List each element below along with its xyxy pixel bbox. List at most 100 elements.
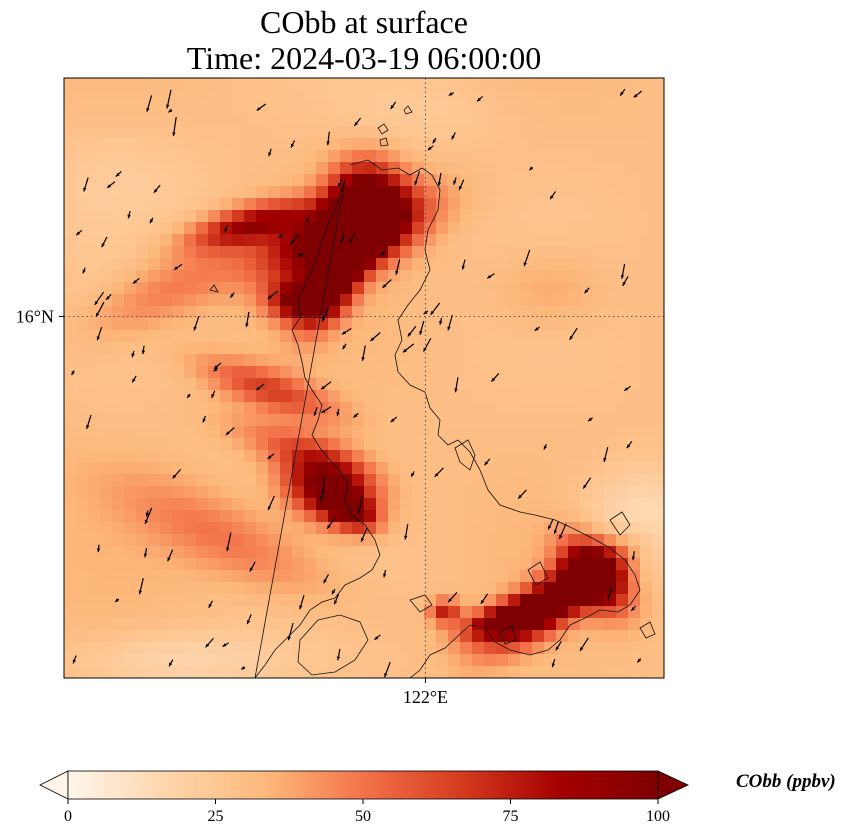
- heatmap-cell: [136, 306, 149, 319]
- heatmap-cell: [436, 150, 449, 163]
- heatmap-cell: [520, 450, 533, 463]
- heatmap-cell: [76, 366, 89, 379]
- heatmap-cell: [448, 606, 461, 619]
- heatmap-cell: [244, 630, 257, 643]
- heatmap-cell: [556, 126, 569, 139]
- heatmap-cell: [364, 618, 377, 631]
- heatmap-cell: [88, 450, 101, 463]
- heatmap-cell: [220, 294, 233, 307]
- heatmap-cell: [100, 534, 113, 547]
- heatmap-cell: [256, 222, 269, 235]
- wind-arrow: [226, 532, 232, 552]
- heatmap-cell: [196, 294, 209, 307]
- heatmap-cell: [388, 486, 401, 499]
- heatmap-cell: [184, 654, 197, 667]
- heatmap-cell: [340, 378, 353, 391]
- heatmap-cell: [364, 342, 377, 355]
- heatmap-cell: [520, 138, 533, 151]
- heatmap-cell: [652, 450, 664, 463]
- heatmap-cell: [244, 90, 257, 103]
- heatmap-cell: [172, 198, 185, 211]
- heatmap-cell: [640, 558, 653, 571]
- heatmap-cell: [304, 114, 317, 127]
- heatmap-cell: [220, 402, 233, 415]
- heatmap-cell: [340, 162, 353, 175]
- heatmap-cell: [484, 186, 497, 199]
- heatmap-cell: [640, 78, 653, 91]
- wind-arrow: [268, 148, 272, 157]
- heatmap-cell: [520, 258, 533, 271]
- heatmap-cell: [496, 534, 509, 547]
- heatmap-cell: [340, 606, 353, 619]
- heatmap-cell: [220, 474, 233, 487]
- heatmap-cell: [64, 390, 77, 403]
- heatmap-cell: [208, 114, 221, 127]
- heatmap-cell: [412, 618, 425, 631]
- heatmap-cell: [148, 198, 161, 211]
- heatmap-cell: [520, 294, 533, 307]
- heatmap-cell: [136, 378, 149, 391]
- heatmap-cell: [448, 510, 461, 523]
- heatmap-cell: [256, 522, 269, 535]
- heatmap-cell: [400, 462, 413, 475]
- wind-arrow: [490, 373, 500, 383]
- heatmap-cell: [292, 114, 305, 127]
- heatmap-cell: [172, 246, 185, 259]
- heatmap-cell: [232, 234, 245, 247]
- heatmap-cell: [304, 90, 317, 103]
- heatmap-cell: [652, 594, 664, 607]
- heatmap-cell: [436, 186, 449, 199]
- heatmap-cell: [88, 534, 101, 547]
- heatmap-cell: [196, 126, 209, 139]
- heatmap-cell: [532, 450, 545, 463]
- heatmap-cell: [604, 582, 617, 595]
- heatmap-cell: [88, 606, 101, 619]
- heatmap-cell: [160, 558, 173, 571]
- heatmap-cell: [544, 234, 557, 247]
- heatmap-cell: [184, 402, 197, 415]
- heatmap-cell: [436, 510, 449, 523]
- heatmap-cell: [124, 138, 137, 151]
- heatmap-cell: [112, 630, 125, 643]
- heatmap-cell: [100, 522, 113, 535]
- heatmap-cell: [520, 78, 533, 91]
- heatmap-cell: [136, 630, 149, 643]
- heatmap-cell: [436, 138, 449, 151]
- heatmap-cell: [172, 486, 185, 499]
- heatmap-cell: [112, 150, 125, 163]
- heatmap-cell: [400, 558, 413, 571]
- heatmap-cell: [208, 210, 221, 223]
- heatmap-cell: [220, 138, 233, 151]
- heatmap-cell: [652, 438, 664, 451]
- heatmap-cell: [508, 570, 521, 583]
- heatmap-cell: [64, 426, 77, 439]
- heatmap-cell: [640, 498, 653, 511]
- heatmap-cell: [184, 438, 197, 451]
- heatmap-cell: [136, 666, 149, 678]
- heatmap-cell: [208, 666, 221, 678]
- heatmap-cell: [268, 102, 281, 115]
- heatmap-cell: [268, 246, 281, 259]
- heatmap-cell: [124, 330, 137, 343]
- heatmap-cell: [208, 582, 221, 595]
- heatmap-cell: [232, 282, 245, 295]
- heatmap-cell: [472, 150, 485, 163]
- heatmap-cell: [484, 126, 497, 139]
- heatmap-cell: [64, 210, 77, 223]
- heatmap-cell: [556, 546, 569, 559]
- heatmap-cell: [616, 246, 629, 259]
- heatmap-cell: [652, 294, 664, 307]
- heatmap-cell: [484, 378, 497, 391]
- heatmap-cell: [112, 654, 125, 667]
- heatmap-cell: [376, 642, 389, 655]
- heatmap-cell: [304, 222, 317, 235]
- wind-arrow: [382, 279, 392, 289]
- heatmap-cell: [256, 606, 269, 619]
- heatmap-cell: [544, 534, 557, 547]
- heatmap-cell: [424, 594, 437, 607]
- heatmap-cell: [460, 294, 473, 307]
- heatmap-cell: [364, 174, 377, 187]
- heatmap-cell: [652, 138, 664, 151]
- heatmap-cell: [472, 282, 485, 295]
- heatmap-cell: [652, 306, 664, 319]
